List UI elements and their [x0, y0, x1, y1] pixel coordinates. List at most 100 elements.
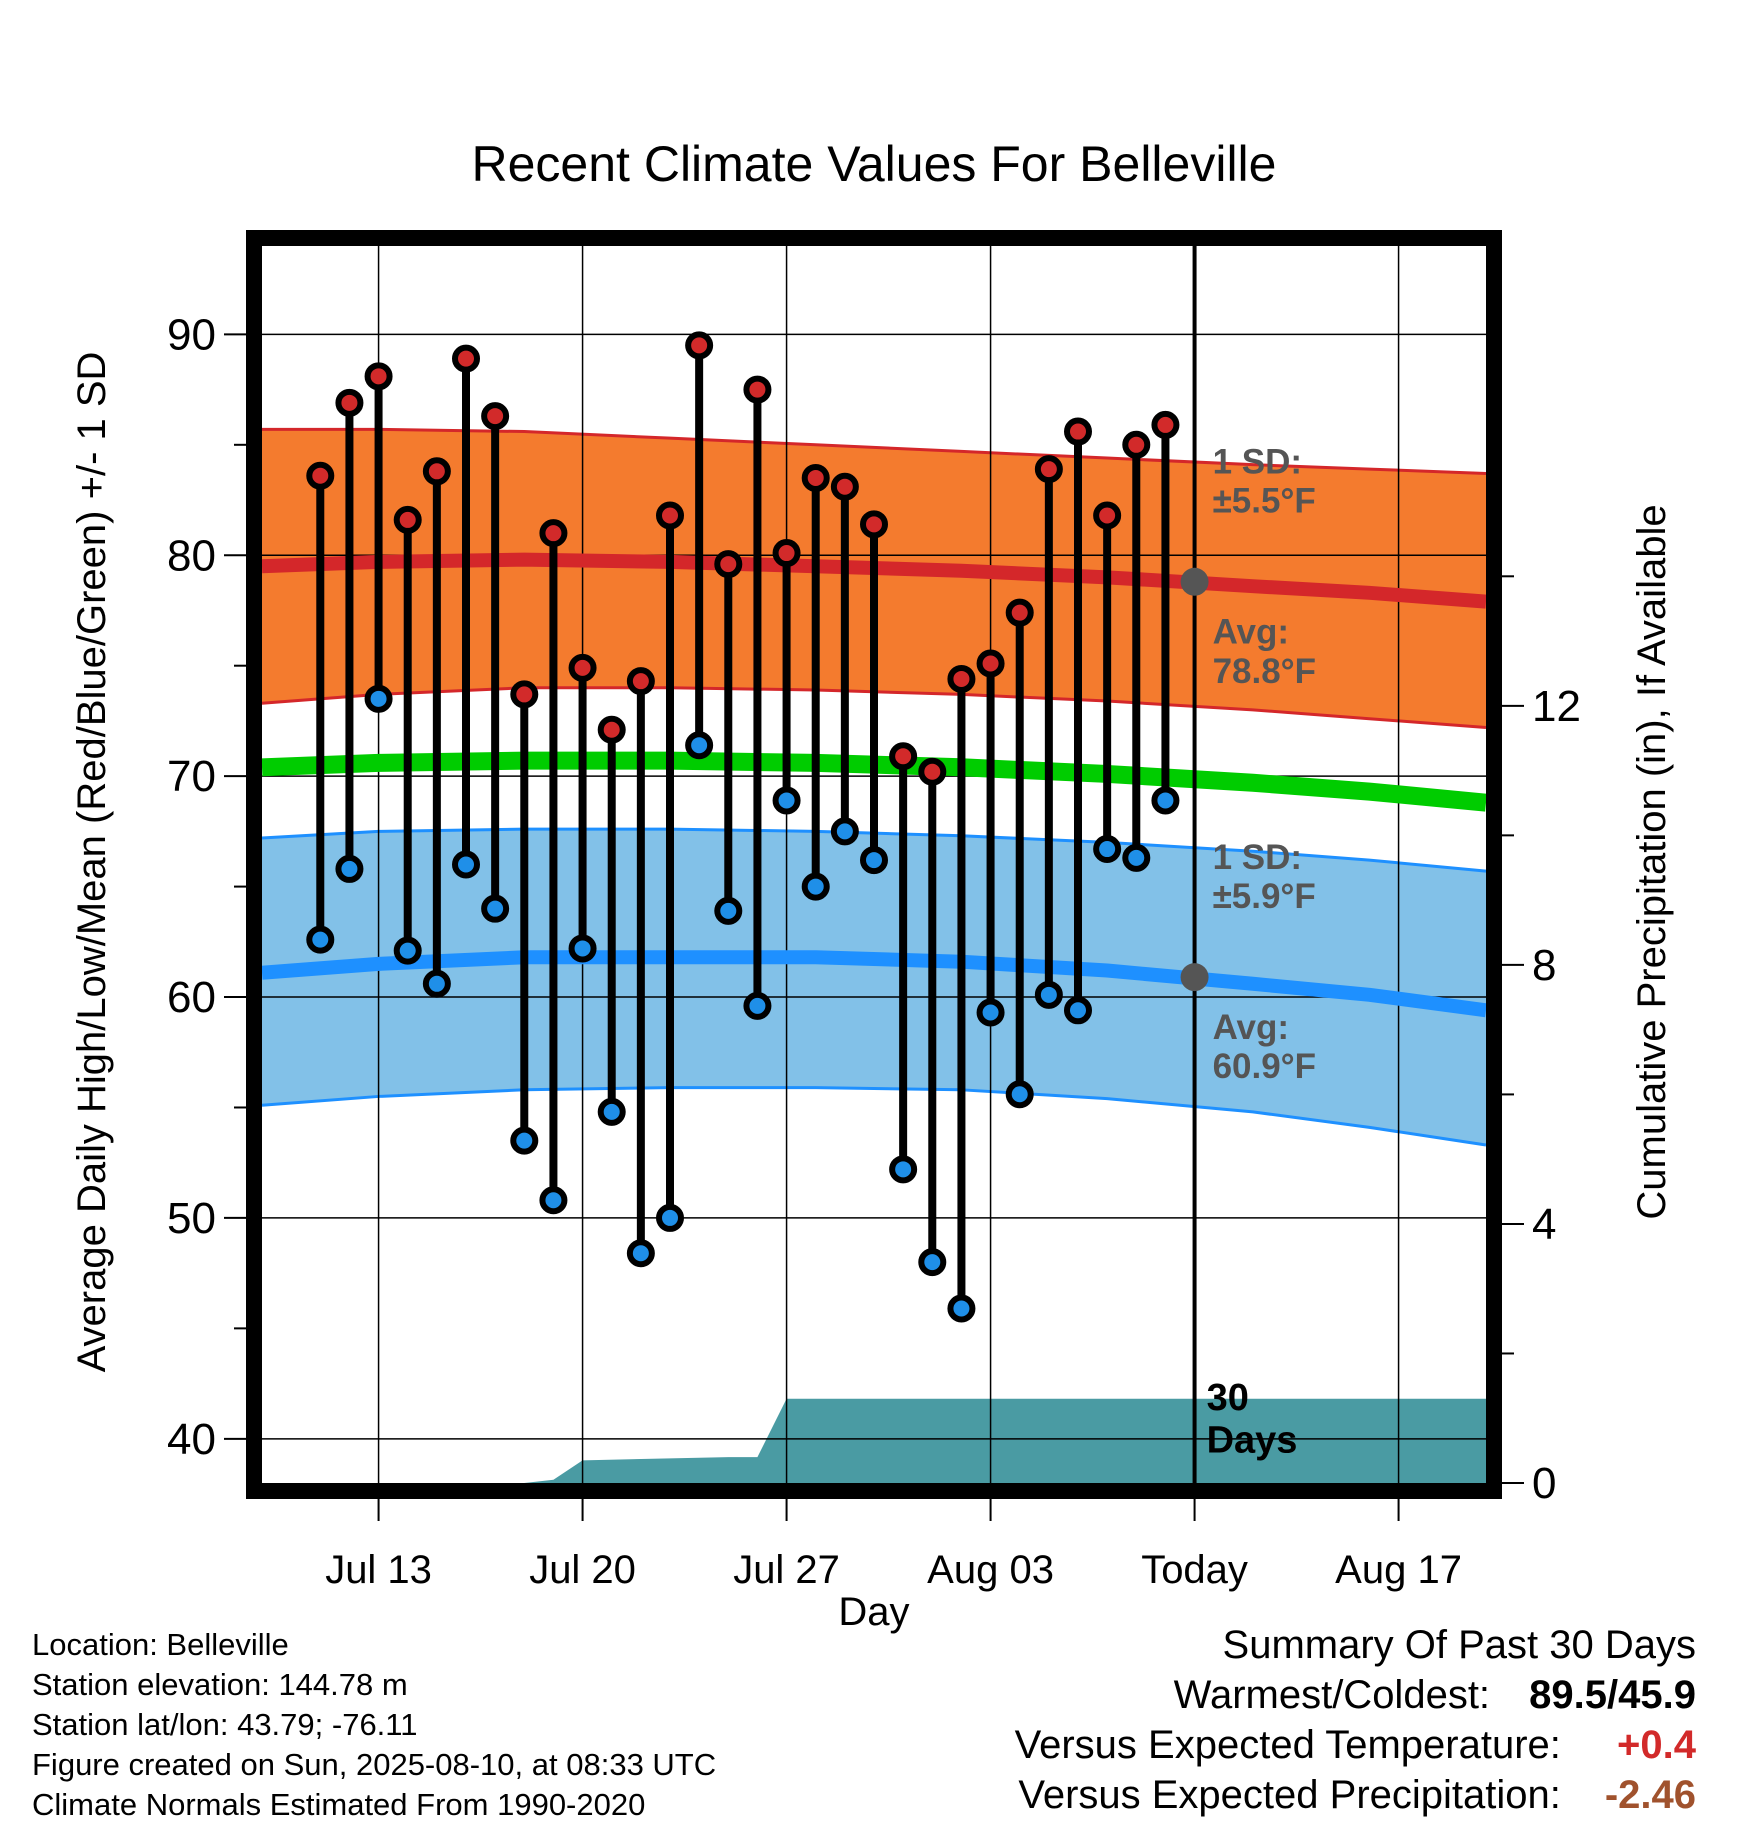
- low-point: [685, 731, 714, 760]
- high-point: [568, 653, 597, 682]
- high-point: [918, 757, 947, 786]
- y2-axis-title: Cumulative Precipitation (in), If Availa…: [1630, 504, 1674, 1219]
- y-tick-label: 50: [167, 1194, 216, 1243]
- y-tick-label: 90: [167, 310, 216, 359]
- high-point: [452, 344, 480, 373]
- low-point: [1005, 1080, 1034, 1109]
- y-tick-label: 40: [167, 1415, 216, 1464]
- y-axis-title: Average Daily High/Low/Mean (Red/Blue/Gr…: [70, 352, 114, 1373]
- high-point: [743, 375, 772, 404]
- low-point: [539, 1186, 568, 1215]
- latlon-text: Station lat/lon: 43.79; -76.11: [32, 1707, 418, 1742]
- station-info: Location: Belleville Station elevation: …: [32, 1625, 716, 1825]
- y-tick-label: 80: [167, 531, 216, 580]
- annotation-line: 78.8°F: [1213, 652, 1317, 691]
- low-point: [743, 991, 772, 1020]
- y2-tick-label: 8: [1532, 941, 1556, 990]
- low-avg-annotation: Avg: 60.9°F: [1213, 1008, 1317, 1086]
- precip-area: [262, 1398, 1486, 1483]
- x-tick-label: Jul 27: [733, 1548, 840, 1592]
- high-avg-marker: [1180, 567, 1209, 596]
- high-point: [1064, 417, 1092, 446]
- high-point: [801, 463, 830, 492]
- annotation-line: 60.9°F: [1213, 1047, 1317, 1086]
- high-point: [1122, 430, 1151, 459]
- low-point: [393, 936, 422, 965]
- location-text: Location: Belleville: [32, 1627, 289, 1662]
- low-point: [801, 872, 830, 901]
- low-normal-line: [261, 950, 1487, 1018]
- y2-tick-label: 4: [1532, 1200, 1556, 1249]
- annotation-line: Avg:: [1213, 1008, 1289, 1047]
- low-upper-line: [261, 827, 1487, 873]
- high-lower-line: [261, 686, 1487, 730]
- low-point: [452, 850, 480, 879]
- high-point: [947, 664, 976, 693]
- low-point: [772, 786, 801, 815]
- low-point: [481, 894, 510, 923]
- x-tick-label: Aug 03: [927, 1548, 1054, 1592]
- low-point: [510, 1126, 539, 1155]
- warmest-coldest-label: Warmest/Coldest:: [1173, 1673, 1491, 1717]
- high-point: [364, 362, 393, 391]
- warmest-coldest-row: Warmest/Coldest: 89.5/45.9: [1015, 1670, 1696, 1720]
- high-point: [685, 331, 714, 360]
- low-point: [714, 896, 743, 925]
- high-sd-annotation: 1 SD: ±5.5°F: [1213, 443, 1316, 521]
- high-point: [976, 649, 1005, 678]
- low-point: [597, 1097, 626, 1126]
- low-point: [422, 969, 451, 998]
- low-point: [568, 934, 597, 963]
- temp-row: Versus Expected Temperature: +0.4: [1015, 1720, 1696, 1770]
- x-tick-label: Jul 20: [529, 1548, 636, 1592]
- temp-label: Versus Expected Temperature:: [1014, 1723, 1561, 1767]
- annotation-line: ±5.5°F: [1213, 482, 1316, 521]
- low-point: [918, 1248, 947, 1277]
- high-point: [714, 550, 743, 579]
- created-text: Figure created on Sun, 2025-08-10, at 08…: [32, 1747, 717, 1782]
- low-point: [889, 1155, 918, 1184]
- normals-text: Climate Normals Estimated From 1990-2020: [32, 1787, 646, 1822]
- chart-title: Recent Climate Values For Belleville: [472, 136, 1277, 192]
- high-point: [1093, 501, 1122, 530]
- low-point: [1122, 843, 1151, 872]
- high-normal-line: [261, 552, 1487, 609]
- x-tick-label: Jul 13: [325, 1548, 432, 1592]
- high-point: [481, 402, 510, 431]
- annotation-line: ±5.9°F: [1213, 877, 1316, 916]
- high-point: [1005, 598, 1034, 627]
- low-point: [976, 998, 1005, 1027]
- low-point: [947, 1294, 976, 1323]
- low-point: [830, 817, 859, 846]
- annotation-line: 30: [1207, 1377, 1249, 1419]
- high-point: [1151, 410, 1180, 439]
- low-point: [1064, 996, 1092, 1025]
- annotation-line: Days: [1207, 1420, 1298, 1462]
- temp-value: +0.4: [1617, 1723, 1696, 1767]
- annotation-line: Avg:: [1213, 613, 1289, 652]
- low-point: [364, 684, 393, 713]
- annotation-line: 1 SD:: [1213, 443, 1302, 482]
- elevation-text: Station elevation: 144.78 m: [32, 1667, 408, 1702]
- y2-tick-label: 12: [1532, 682, 1581, 731]
- high-point: [539, 519, 568, 548]
- high-point: [626, 667, 655, 696]
- low-lower-line: [261, 1086, 1487, 1147]
- axes: 40 50 60 70 80 90 0 4 8 12 Jul 13 Jul 20 Jul 27 Aug 0…: [167, 230, 1581, 1592]
- x-tick-label: Aug 17: [1335, 1548, 1462, 1592]
- low-point: [626, 1239, 655, 1268]
- low-point: [1151, 786, 1180, 815]
- low-sd-annotation: 1 SD: ±5.9°F: [1213, 838, 1316, 916]
- y2-tick-label: 0: [1532, 1459, 1556, 1508]
- low-point: [306, 925, 335, 954]
- high-upper-line: [262, 427, 1487, 476]
- high-point: [889, 742, 918, 771]
- summary-heading: Summary Of Past 30 Days: [1222, 1623, 1696, 1667]
- x-tick-label: Today: [1141, 1548, 1248, 1592]
- mean-normal-line: [261, 751, 1487, 812]
- plot-frame: [246, 230, 1502, 1499]
- precip-row: Versus Expected Precipitation: -2.46: [1015, 1770, 1696, 1820]
- high-point: [510, 680, 539, 709]
